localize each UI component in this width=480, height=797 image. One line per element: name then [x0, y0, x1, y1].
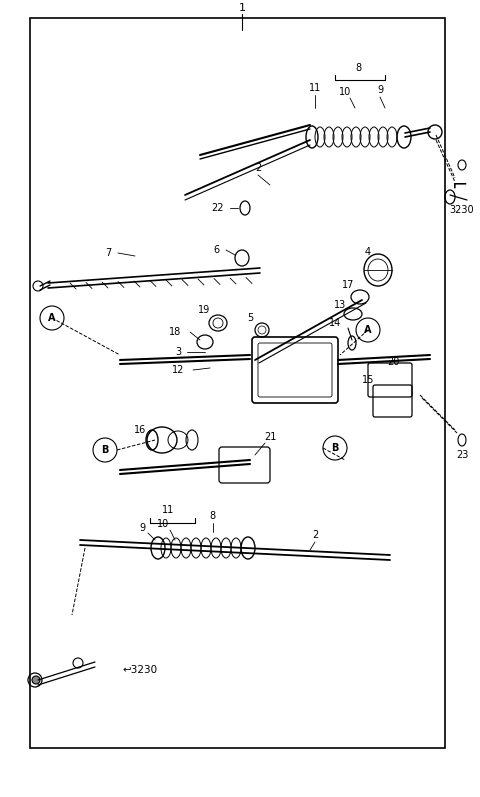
Text: 21: 21 [264, 432, 276, 442]
Text: B: B [101, 445, 108, 455]
Text: 2: 2 [312, 530, 318, 540]
Text: 8: 8 [209, 511, 215, 521]
Text: 7: 7 [105, 248, 111, 258]
Text: 10: 10 [339, 87, 351, 97]
Text: 6: 6 [213, 245, 219, 255]
Text: ↩3230: ↩3230 [122, 665, 157, 675]
Text: 17: 17 [342, 280, 354, 290]
Text: 3230: 3230 [450, 205, 474, 215]
Text: 3: 3 [175, 347, 181, 357]
Text: 11: 11 [309, 83, 321, 93]
Text: 15: 15 [362, 375, 374, 385]
Text: ⌐: ⌐ [452, 175, 468, 194]
Text: 5: 5 [247, 313, 253, 323]
Text: 23: 23 [456, 450, 468, 460]
Text: 9: 9 [377, 85, 383, 95]
Text: 11: 11 [162, 505, 174, 515]
Text: B: B [331, 443, 339, 453]
Text: 2: 2 [255, 163, 261, 173]
Text: 18: 18 [169, 327, 181, 337]
Text: A: A [48, 313, 56, 323]
Text: 13: 13 [334, 300, 346, 310]
Text: 8: 8 [355, 63, 361, 73]
Text: 12: 12 [172, 365, 184, 375]
Text: 14: 14 [329, 318, 341, 328]
Text: 4: 4 [365, 247, 371, 257]
Text: 22: 22 [212, 203, 224, 213]
Text: 19: 19 [198, 305, 210, 315]
Text: A: A [364, 325, 372, 335]
Circle shape [32, 676, 40, 684]
Text: 1: 1 [239, 3, 245, 13]
Bar [30, 18, 445, 748]
Text: 9: 9 [139, 523, 145, 533]
Text: 16: 16 [134, 425, 146, 435]
Text: 20: 20 [387, 357, 399, 367]
Text: 10: 10 [157, 519, 169, 529]
